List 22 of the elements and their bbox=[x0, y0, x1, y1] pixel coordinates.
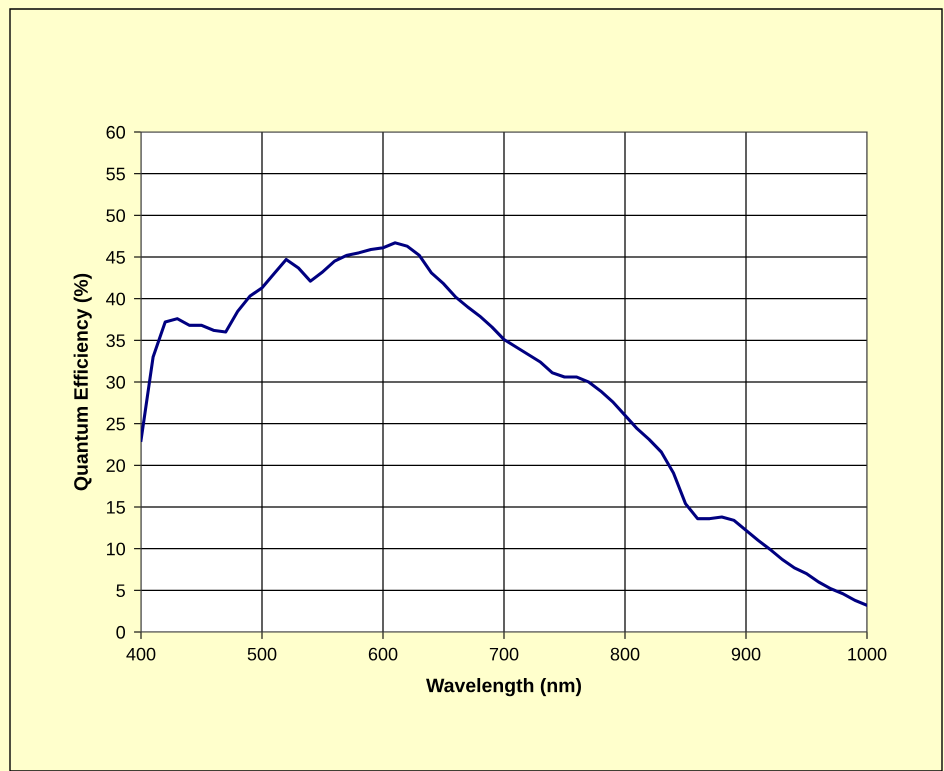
y-tick-label: 30 bbox=[106, 376, 126, 389]
y-tick-label: 25 bbox=[106, 418, 125, 430]
x-tick-label: 500 bbox=[248, 648, 276, 661]
x-tick-label: 700 bbox=[490, 648, 518, 661]
y-axis-title: Quantum Efficiency (%) bbox=[74, 274, 92, 490]
y-tick-label: 15 bbox=[107, 501, 125, 514]
y-tick-label: 60 bbox=[106, 126, 126, 139]
y-tick-label: 10 bbox=[107, 542, 126, 556]
x-tick-label: 900 bbox=[732, 648, 760, 661]
y-tick-label: 55 bbox=[106, 168, 125, 180]
y-tick-label: 0 bbox=[116, 626, 126, 639]
y-tick-label: 50 bbox=[106, 209, 126, 222]
y-tick-label: 20 bbox=[106, 459, 126, 472]
x-tick-label: 600 bbox=[368, 648, 398, 661]
y-tick-label: 40 bbox=[106, 292, 126, 306]
x-axis-title: Wavelength (nm) bbox=[426, 678, 581, 696]
x-tick-label: 1000 bbox=[848, 648, 886, 661]
x-tick-label: 400 bbox=[126, 648, 156, 661]
y-tick-label: 35 bbox=[106, 334, 125, 348]
y-tick-label: 5 bbox=[116, 584, 125, 598]
x-tick-label: 800 bbox=[610, 648, 640, 661]
y-tick-label: 45 bbox=[106, 251, 125, 264]
